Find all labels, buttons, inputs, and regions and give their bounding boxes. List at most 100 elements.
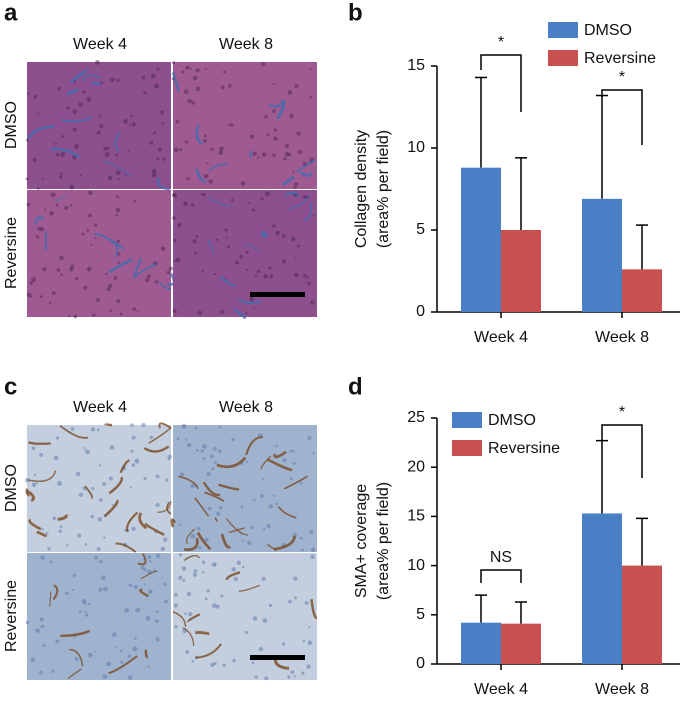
cell: [86, 266, 92, 272]
cell: [51, 669, 55, 673]
cell: [289, 113, 294, 119]
cell: [141, 422, 146, 428]
cell: [195, 86, 201, 92]
cell: [249, 296, 255, 302]
cell: [107, 146, 110, 150]
significance-bracket: [601, 424, 643, 478]
cell: [102, 674, 108, 680]
fiber: [133, 257, 143, 279]
fiber: [195, 631, 210, 636]
cell: [312, 452, 315, 455]
cell: [301, 671, 305, 675]
fiber: [157, 500, 172, 513]
fiber: [281, 175, 295, 187]
legend-swatch: [548, 22, 578, 38]
cell: [288, 599, 292, 604]
fiber: [195, 124, 204, 145]
cell: [41, 177, 45, 180]
cell: [148, 589, 153, 594]
cell: [55, 436, 60, 440]
cell: [246, 540, 252, 545]
cell: [260, 197, 264, 201]
cell: [224, 228, 228, 232]
fiber: [84, 485, 94, 500]
cell: [210, 147, 214, 151]
cell: [131, 122, 136, 127]
cell: [116, 195, 119, 199]
fiber: [170, 518, 177, 528]
fiber: [82, 74, 101, 82]
cell: [55, 639, 60, 644]
cell: [212, 446, 217, 451]
cell: [155, 637, 160, 642]
cell: [94, 236, 97, 239]
cell: [296, 244, 300, 248]
cell: [36, 112, 40, 115]
x-tick-label: Week 8: [595, 681, 649, 698]
cell: [215, 604, 220, 609]
fiber: [61, 116, 93, 123]
cell: [307, 436, 312, 441]
cell: [146, 274, 151, 279]
legend-label: Reversine: [488, 440, 560, 457]
cell: [95, 60, 100, 65]
cell: [35, 235, 40, 239]
cell: [156, 67, 160, 71]
y-tick-label: 0: [416, 303, 425, 320]
cell: [202, 456, 206, 461]
fiber: [238, 584, 261, 592]
cell: [136, 310, 139, 313]
cell: [85, 449, 90, 455]
cell: [218, 150, 224, 156]
cell: [140, 565, 145, 570]
cell: [218, 505, 223, 510]
cell: [145, 277, 150, 283]
cell: [84, 543, 88, 546]
cell: [131, 463, 136, 467]
cell: [59, 525, 63, 529]
cell: [88, 213, 92, 218]
cell: [90, 427, 95, 432]
cell: [299, 481, 303, 485]
cell: [251, 661, 255, 665]
fiber: [183, 554, 201, 561]
cell: [225, 236, 228, 239]
fiber: [26, 489, 36, 502]
cell: [45, 531, 49, 535]
cell: [177, 223, 182, 228]
cell: [55, 203, 59, 207]
cell: [266, 133, 270, 137]
cell: [42, 644, 46, 648]
cell: [261, 61, 266, 67]
cell: [310, 300, 315, 305]
cell: [115, 213, 118, 217]
cell: [91, 486, 95, 490]
fiber: [104, 423, 113, 427]
cell: [202, 193, 206, 197]
fiber: [57, 514, 68, 521]
cell: [73, 314, 78, 319]
cell: [214, 562, 217, 566]
fiber: [67, 668, 82, 680]
cell: [200, 449, 204, 453]
fiber: [156, 177, 170, 191]
cell: [179, 553, 183, 557]
cell: [87, 652, 93, 658]
cell: [175, 257, 181, 263]
legend-swatch: [452, 440, 482, 456]
cell: [25, 138, 29, 142]
cell: [309, 529, 314, 534]
cell: [31, 446, 36, 451]
fiber: [287, 194, 311, 210]
fiber: [111, 240, 119, 258]
cell: [261, 576, 266, 582]
panel-label: b: [348, 0, 363, 26]
row-label: DMSO: [3, 464, 20, 512]
fiber: [228, 527, 245, 534]
cell: [87, 602, 91, 606]
micrograph-tile: [27, 62, 171, 189]
cell: [256, 156, 260, 159]
cell: [32, 157, 37, 162]
cell: [58, 529, 62, 533]
